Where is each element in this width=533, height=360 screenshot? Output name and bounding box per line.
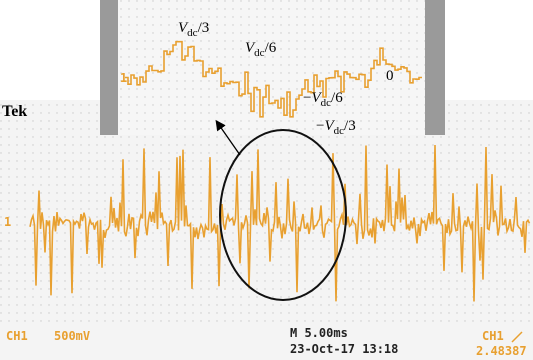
scale-label: 500mV <box>54 329 90 343</box>
channel-marker: 1 <box>120 71 127 85</box>
annotation-suffix: /6 <box>331 90 343 106</box>
trigger-channel: CH1 <box>482 329 504 343</box>
annotation-subscript: dc <box>254 47 265 59</box>
annotation: 0 <box>386 68 394 84</box>
brand: Tek <box>2 103 27 120</box>
annotation-prefix: − <box>316 118 324 134</box>
annotation-suffix: /3 <box>344 118 356 134</box>
channel-marker: 1 <box>4 215 11 229</box>
annotation-subscript: dc <box>334 125 345 137</box>
annotation-subscript: dc <box>321 97 332 109</box>
timebase-label: M 5.00ms <box>290 326 348 340</box>
annotation-subscript: dc <box>187 27 198 39</box>
annotation-prefix: − <box>303 90 311 106</box>
annotation-suffix: /6 <box>265 40 277 56</box>
annotation-suffix: /3 <box>198 20 210 36</box>
scope-figure: Tek 1 1 Vdc/3Vdc/60−Vdc/6−Vdc/3 CH1 500m… <box>0 0 533 360</box>
channel-label: CH1 <box>6 329 28 343</box>
annotation-text: 0 <box>386 68 394 84</box>
datetime-label: 23-Oct-17 13:18 <box>290 342 398 356</box>
trigger-level: 2.48387 <box>476 344 527 358</box>
